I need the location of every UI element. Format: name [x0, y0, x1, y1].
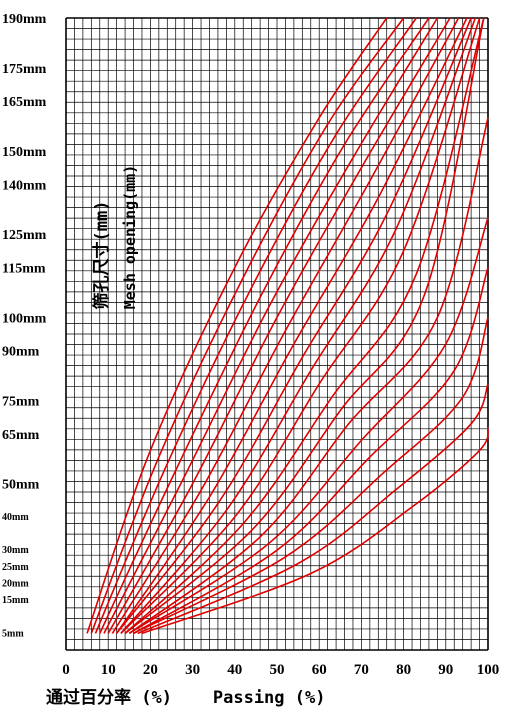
- series-line-12: [124, 17, 485, 634]
- x-tick-label: 30: [185, 662, 200, 678]
- series-line-9: [115, 17, 472, 634]
- series-line-7: [111, 17, 460, 634]
- series-group: [86, 17, 489, 635]
- series-line-3: [94, 17, 417, 634]
- series-line-11: [120, 17, 481, 634]
- x-tick-label: 80: [396, 662, 411, 678]
- series-line-6: [107, 17, 451, 634]
- y-tick-label: 190mm: [2, 12, 47, 27]
- x-tick-label: 40: [227, 662, 242, 678]
- x-tick-label: 70: [354, 662, 369, 678]
- y-axis-label: 筛孔尺寸(mm): [91, 201, 112, 310]
- y-tick-label: 50mm: [2, 478, 40, 493]
- series-line-18: [137, 383, 489, 635]
- y-tick-label: 100mm: [2, 311, 47, 326]
- series-line-1: [86, 17, 388, 634]
- series-line-2: [90, 17, 405, 634]
- series-line-10: [120, 17, 477, 634]
- x-tick-label: 20: [143, 662, 158, 678]
- y-axis-label-en: Mesh opening(mm): [121, 165, 139, 310]
- series-line-8: [115, 17, 468, 634]
- y-tick-label: 150mm: [2, 145, 47, 160]
- y-tick-label: 25mm: [2, 562, 29, 573]
- x-tick-label: 50: [270, 662, 285, 678]
- series-line-4: [99, 17, 430, 634]
- series-line-19: [141, 426, 489, 635]
- y-tick-label: 115mm: [2, 261, 46, 276]
- grid: [65, 17, 489, 651]
- series-line-17: [133, 317, 489, 635]
- y-tick-label: 125mm: [2, 228, 47, 243]
- y-tick-label: 5mm: [2, 628, 24, 639]
- x-tick-labels: 0 10 20 30 40 50 60 70 80 90 100: [62, 662, 499, 678]
- y-tick-label: 20mm: [2, 578, 29, 589]
- x-axis-label: 通过百分率 (%) Passing (%): [46, 687, 325, 708]
- x-tick-label: 90: [438, 662, 453, 678]
- y-tick-label: 140mm: [2, 178, 47, 193]
- x-tick-label: 100: [477, 662, 500, 678]
- series-line-16: [133, 267, 489, 635]
- y-tick-label: 15mm: [2, 595, 29, 606]
- y-tick-label: 165mm: [2, 95, 47, 110]
- y-tick-label: 90mm: [2, 345, 40, 360]
- series-line-13: [124, 17, 485, 635]
- series-line-5: [103, 17, 439, 634]
- y-tick-label: 175mm: [2, 62, 47, 77]
- y-tick-label: 75mm: [2, 395, 40, 410]
- y-tick-label: 40mm: [2, 512, 29, 523]
- y-tick-labels: 5mm 15mm 20mm 25mm 30mm 40mm 50mm 65mm 75mm 90mm 1…: [2, 12, 47, 639]
- series-line-15: [128, 217, 489, 635]
- x-tick-label: 10: [101, 662, 116, 678]
- y-tick-label: 65mm: [2, 428, 40, 443]
- x-tick-label: 0: [62, 662, 70, 678]
- series-line-14: [128, 117, 489, 635]
- y-tick-label: 30mm: [2, 545, 29, 556]
- x-tick-label: 60: [312, 662, 327, 678]
